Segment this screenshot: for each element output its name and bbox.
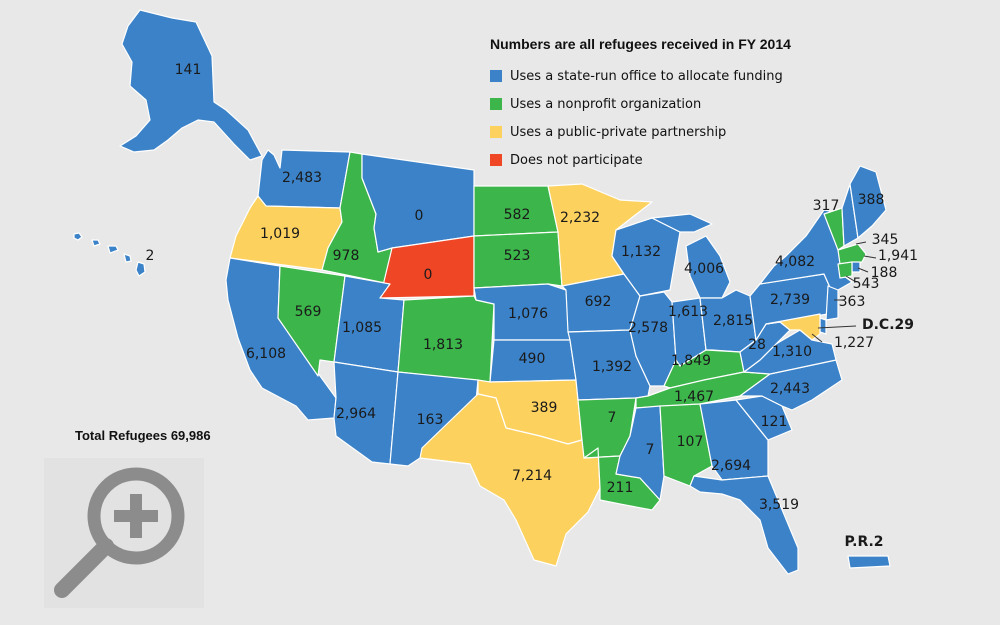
state-value-mn: 2,232 — [560, 210, 600, 226]
state-value-nd: 582 — [504, 207, 531, 223]
leader-ri — [857, 267, 869, 273]
state-fl — [689, 475, 799, 575]
legend-label: Uses a state-run office to allocate fund… — [510, 68, 783, 84]
leader-nh — [855, 241, 867, 245]
state-value-ak: 141 — [175, 62, 202, 78]
state-sd — [473, 231, 563, 289]
state-value-fl: 3,519 — [759, 497, 799, 513]
state-value-tn: 1,467 — [674, 389, 714, 405]
zoom-in-button[interactable] — [44, 458, 204, 608]
state-value-mo: 1,392 — [592, 359, 632, 375]
state-value-pr: P.R.2 — [844, 534, 883, 550]
state-value-wi: 1,132 — [621, 244, 661, 260]
state-ak — [119, 9, 263, 161]
state-value-nh: 345 — [872, 232, 899, 248]
legend-swatch — [490, 154, 502, 166]
state-value-va: 1,310 — [772, 344, 812, 360]
state-value-ny: 4,082 — [775, 254, 815, 270]
state-value-nm: 163 — [417, 412, 444, 428]
legend-label: Uses a nonprofit organization — [510, 96, 702, 112]
territory-pr — [847, 555, 891, 569]
state-mt — [361, 153, 475, 253]
state-value-ct: 543 — [853, 276, 880, 292]
state-value-co: 1,813 — [423, 337, 463, 353]
state-value-az: 2,964 — [336, 406, 376, 422]
state-value-ky: 1,849 — [671, 353, 711, 369]
state-value-dc: D.C.29 — [862, 317, 914, 333]
state-me — [849, 165, 887, 239]
state-ri — [851, 261, 861, 273]
state-value-la: 211 — [607, 480, 634, 496]
state-value-sc: 121 — [761, 414, 788, 430]
state-value-pa: 2,739 — [770, 292, 810, 308]
state-mi — [651, 213, 731, 299]
state-hi — [73, 232, 146, 277]
leader-md — [811, 333, 823, 343]
legend-item-public-private: Uses a public-private partnership — [490, 118, 791, 146]
leader-ct — [845, 275, 857, 283]
state-value-mi: 4,006 — [684, 261, 724, 277]
legend-swatch — [490, 98, 502, 110]
state-value-ia: 692 — [585, 294, 612, 310]
state-value-ne: 1,076 — [508, 306, 548, 322]
state-value-wy: 0 — [424, 267, 433, 283]
state-value-nv: 569 — [295, 304, 322, 320]
state-sc — [735, 395, 793, 441]
legend-label: Uses a public-private partnership — [510, 124, 727, 140]
state-ma — [837, 243, 867, 265]
legend-item-nonprofit: Uses a nonprofit organization — [490, 90, 791, 118]
state-value-tx: 7,214 — [512, 468, 552, 484]
legend-item-not-participating: Does not participate — [490, 146, 791, 174]
state-value-id: 978 — [333, 248, 360, 264]
state-value-ok: 389 — [531, 400, 558, 416]
state-value-wv: 28 — [748, 337, 766, 353]
state-value-nj: 363 — [839, 294, 866, 310]
leader-ma — [863, 255, 877, 259]
state-value-ms: 7 — [646, 442, 655, 458]
state-value-oh: 2,815 — [713, 313, 753, 329]
state-value-wa: 2,483 — [282, 170, 322, 186]
state-value-ga: 2,694 — [711, 458, 751, 474]
state-value-me: 388 — [858, 192, 885, 208]
state-value-al: 107 — [677, 434, 704, 450]
leader-dc — [817, 325, 857, 329]
state-md — [765, 313, 821, 341]
state-value-or: 1,019 — [260, 226, 300, 242]
legend-title: Numbers are all refugees received in FY … — [490, 36, 791, 52]
legend-swatch — [490, 126, 502, 138]
state-value-ca: 6,108 — [246, 346, 286, 362]
state-value-in: 1,613 — [668, 304, 708, 320]
state-de — [819, 317, 827, 335]
magnifier-plus-icon — [54, 467, 185, 598]
state-value-vt: 317 — [813, 198, 840, 214]
state-value-ma: 1,941 — [878, 248, 918, 264]
total-refugees-label: Total Refugees 69,986 — [75, 428, 211, 443]
state-value-ri: 188 — [871, 265, 898, 281]
state-value-ut: 1,085 — [342, 320, 382, 336]
state-ct — [837, 261, 853, 279]
legend-swatch — [490, 70, 502, 82]
state-value-hi: 2 — [146, 248, 155, 264]
state-value-ks: 490 — [519, 351, 546, 367]
legend: Numbers are all refugees received in FY … — [490, 36, 791, 174]
state-value-md: 1,227 — [834, 335, 874, 351]
state-value-il: 2,578 — [628, 320, 668, 336]
state-value-sd: 523 — [504, 248, 531, 264]
state-tx — [419, 393, 601, 567]
legend-item-state-run: Uses a state-run office to allocate fund… — [490, 62, 791, 90]
state-value-mt: 0 — [415, 208, 424, 224]
state-value-ar: 7 — [608, 410, 617, 426]
state-value-nc: 2,443 — [770, 381, 810, 397]
legend-label: Does not participate — [510, 152, 643, 168]
state-nj — [825, 285, 839, 321]
